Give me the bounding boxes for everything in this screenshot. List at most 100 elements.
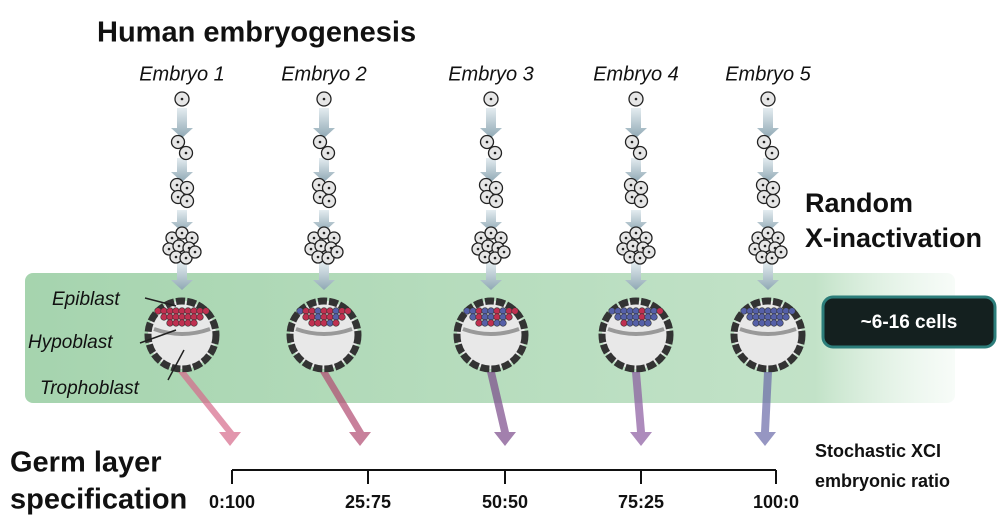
nucleus [766, 231, 770, 235]
hypoblast [607, 327, 665, 336]
arrow [480, 158, 502, 182]
epiblast-cell [475, 319, 483, 327]
epiblast-cell [511, 307, 519, 315]
arrow [757, 210, 779, 232]
nucleus [644, 236, 648, 240]
nucleus [327, 199, 331, 203]
epiblast-cell [308, 319, 316, 327]
nucleus [479, 236, 483, 240]
title: Human embryogenesis [97, 17, 416, 49]
nucleus [180, 97, 184, 101]
axis-title: specification [10, 484, 187, 516]
epiblast-cell [302, 307, 310, 315]
nucleus [761, 183, 765, 187]
epiblast-cell [752, 319, 760, 327]
epiblast-cell [160, 307, 168, 315]
hypoblast [739, 327, 797, 336]
nucleus [771, 199, 775, 203]
epiblast-cell [202, 307, 210, 315]
epiblast-cell [326, 307, 334, 315]
embryo-label: Embryo 1 [139, 63, 225, 85]
epiblast-cell [332, 307, 340, 315]
nucleus [485, 140, 489, 144]
nucleus [638, 151, 642, 155]
epiblast-cell [475, 307, 483, 315]
epiblast-cell [764, 313, 772, 321]
epiblast-cell [632, 319, 640, 327]
epiblast-cell [326, 313, 334, 321]
epiblast-cell [770, 307, 778, 315]
nucleus [309, 247, 313, 251]
epiblast-cell [632, 307, 640, 315]
embryo-label: Embryo 3 [448, 63, 534, 85]
epiblast-cell [178, 307, 186, 315]
embryos: Embryo 1 Embryo 2 Embryo 3 Embryo 4 Embryo 5 [139, 63, 812, 446]
epiblast-cell [746, 313, 754, 321]
epiblast-cell [764, 307, 772, 315]
cell-type: Trophoblast [40, 378, 140, 399]
epiblast-cell [644, 319, 652, 327]
arrow [313, 262, 335, 290]
epiblast-cell [493, 313, 501, 321]
epiblast-cell [758, 313, 766, 321]
epiblast-cell [320, 307, 328, 315]
arrow [313, 108, 335, 138]
epiblast-cell [487, 313, 495, 321]
nucleus [180, 231, 184, 235]
nucleus [485, 195, 489, 199]
cell-type: Epiblast [52, 289, 120, 310]
epiblast-cell [326, 319, 334, 327]
arrow [171, 262, 193, 290]
nucleus [624, 236, 628, 240]
epiblast-cell [463, 307, 471, 315]
epiblast-cell [481, 307, 489, 315]
epiblast-cell [650, 307, 658, 315]
epiblast-cell [178, 319, 186, 327]
epiblast-cell [620, 313, 628, 321]
nucleus [185, 186, 189, 190]
epiblast-cell [196, 313, 204, 321]
arrow [625, 210, 647, 232]
epiblast-cell [320, 313, 328, 321]
epiblast-cell [614, 307, 622, 315]
ticks: 0:100 25:75 50:50 75:25 100:0 [209, 470, 799, 512]
nucleus [174, 255, 178, 259]
arrow [480, 108, 502, 138]
epiblast-cell [620, 319, 628, 327]
epiblast-cell [190, 313, 198, 321]
arrow [625, 262, 647, 290]
arrow [757, 262, 779, 290]
epiblast-cell [626, 307, 634, 315]
epiblast-cell [308, 313, 316, 321]
arrow [171, 210, 193, 232]
lineage-arrow [754, 372, 776, 446]
nucleus [318, 140, 322, 144]
epiblast-cell [154, 307, 162, 315]
epiblast-cell [469, 313, 477, 321]
epiblast-cell [740, 307, 748, 315]
nucleus [763, 244, 767, 248]
axis-title: Germ layer [10, 447, 162, 479]
epiblast-cell [314, 307, 322, 315]
cell-type: Hypoblast [28, 332, 113, 353]
axis-label: embryonic ratio [815, 471, 950, 491]
epiblast-cell [638, 319, 646, 327]
epiblast-cell [776, 319, 784, 327]
nucleus [167, 247, 171, 251]
arrow [757, 108, 779, 138]
nucleus [319, 244, 323, 248]
arrow [313, 210, 335, 232]
epiblast-cell [481, 313, 489, 321]
nucleus [502, 250, 506, 254]
nucleus [486, 244, 490, 248]
epiblast-cell [493, 319, 501, 327]
epiblast-cell [314, 313, 322, 321]
epiblast-cell [758, 319, 766, 327]
nucleus [779, 250, 783, 254]
epiblast-cell [487, 307, 495, 315]
epiblast-cell [296, 307, 304, 315]
tick-label: 100:0 [753, 492, 799, 512]
badge-text: ~6-16 cells [861, 312, 958, 333]
epiblast-cell [338, 313, 346, 321]
